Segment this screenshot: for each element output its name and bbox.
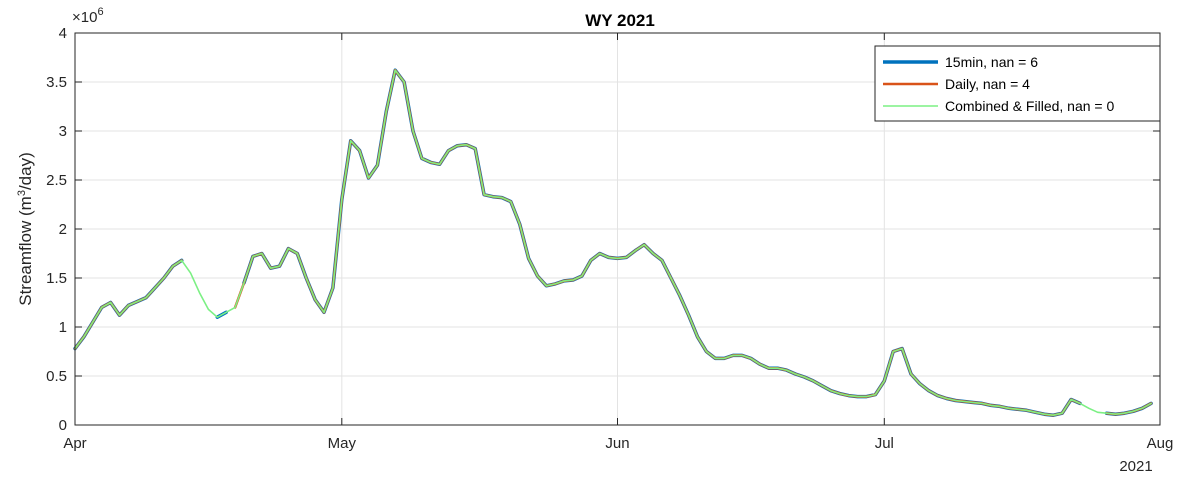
y-exponent-label: ×106 — [72, 6, 104, 26]
legend-label-2: Combined & Filled, nan = 0 — [945, 98, 1114, 114]
x-tick-label: Jun — [605, 435, 629, 452]
y-tick-label: 3.5 — [46, 74, 67, 91]
y-tick-label: 1.5 — [46, 270, 67, 287]
chart-title: WY 2021 — [585, 11, 655, 30]
y-tick-label: 2.5 — [46, 172, 67, 189]
axis-ticks — [74, 32, 1161, 426]
x-tick-label: Jul — [875, 435, 894, 452]
legend-label-0: 15min, nan = 6 — [945, 54, 1038, 70]
series-lines — [73, 68, 1153, 417]
x-tick-label: May — [328, 435, 357, 452]
y-tick-label: 4 — [59, 25, 67, 42]
grid-lines — [75, 33, 1160, 425]
y-axis-label-superscript: 3 — [16, 190, 28, 196]
y-tick-label: 2 — [59, 221, 67, 238]
y-tick-label: 0.5 — [46, 368, 67, 385]
y-tick-label: 3 — [59, 123, 67, 140]
legend: 15min, nan = 6 Daily, nan = 4 Combined &… — [874, 45, 1161, 122]
y-axis-label: Streamflow (m3/day) — [16, 152, 35, 306]
y-tick-label: 0 — [59, 417, 67, 434]
series-line-1 — [73, 68, 1153, 417]
series-line-2 — [74, 69, 1152, 416]
y-tick-label: 1 — [59, 319, 67, 336]
x-tick-label: Aug — [1147, 435, 1174, 452]
x-year-label: 2021 — [1119, 458, 1152, 475]
legend-label-1: Daily, nan = 4 — [945, 76, 1030, 92]
y-exponent-value: 6 — [97, 6, 103, 18]
y-axis-label-unit: /day) — [16, 152, 35, 190]
tick-labels: 0 0.5 1 1.5 2 2.5 3 3.5 4 Apr May Jun Jul Aug — [46, 25, 1173, 452]
series-line-0 — [73, 68, 1153, 417]
x-tick-label: Apr — [63, 435, 86, 452]
